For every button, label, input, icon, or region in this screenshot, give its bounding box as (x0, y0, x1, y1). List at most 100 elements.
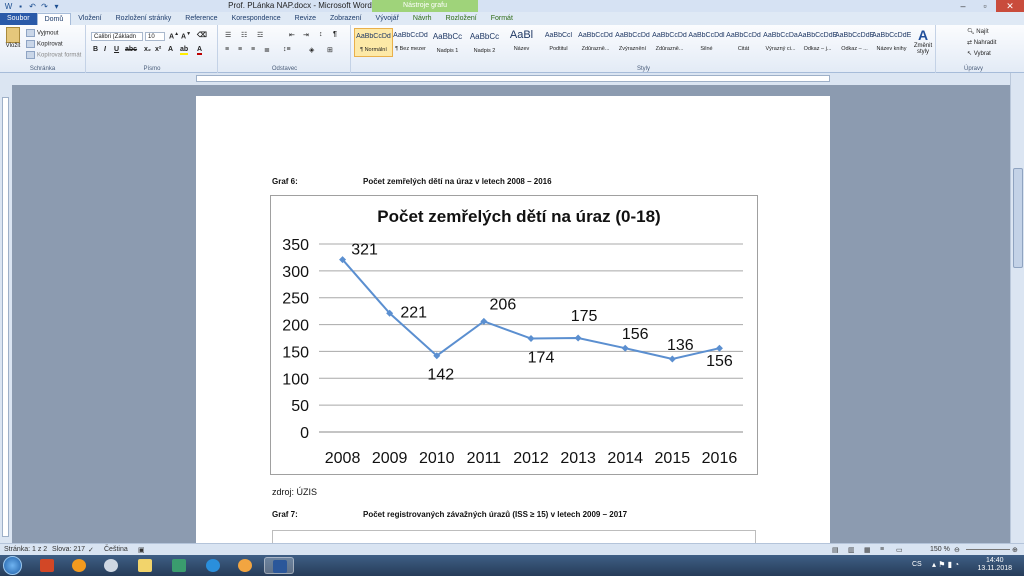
proofing-icon[interactable]: ✓ (88, 547, 94, 554)
shading-icon[interactable]: ◈ (309, 47, 315, 54)
font-size-combo[interactable]: 10 (145, 32, 165, 41)
view-print-layout-icon[interactable]: ▤ (832, 547, 839, 554)
underline-icon[interactable]: U (114, 46, 120, 53)
show-marks-icon[interactable]: ¶ (333, 31, 337, 38)
scrollbar-thumb[interactable] (1013, 168, 1023, 268)
find-button[interactable]: 🔍︎ Najít (967, 28, 989, 35)
font-color-icon[interactable]: A (197, 46, 203, 55)
word-count[interactable]: Slova: 217 (52, 546, 86, 553)
justify-icon[interactable]: ≣ (264, 47, 270, 54)
view-full-screen-icon[interactable]: ▥ (848, 547, 855, 554)
sort-icon[interactable]: ↕ (319, 31, 323, 38)
shrink-font-icon[interactable]: A▼ (181, 31, 192, 41)
numbering-icon[interactable]: ☷ (241, 32, 248, 39)
macro-record-icon[interactable]: ▣ (138, 547, 145, 554)
vertical-ruler[interactable] (0, 85, 12, 543)
replace-button[interactable]: ⇄ Nahradit (967, 39, 996, 46)
system-clock[interactable]: 14:40 13.11.2018 (977, 557, 1012, 573)
increase-indent-icon[interactable]: ⇥ (303, 32, 309, 39)
tab-insert[interactable]: Vložení (78, 15, 102, 22)
tab-chart-design[interactable]: Návrh (412, 15, 432, 22)
zoom-in-icon[interactable]: ⊕ (1012, 547, 1018, 554)
tray-icons[interactable]: ▴ ⚑ ▮ ◔ (932, 560, 960, 569)
save-icon[interactable]: ▪ (19, 1, 22, 11)
style-item[interactable]: AaBbCcDd ¶ Bez mezer (391, 28, 430, 57)
borders-icon[interactable]: ⊞ (327, 47, 333, 54)
undo-icon[interactable]: ↶ (29, 1, 36, 11)
multilevel-list-icon[interactable]: ☲ (257, 32, 264, 39)
line-spacing-icon[interactable]: ↕≡ (283, 46, 291, 53)
zoom-out-icon[interactable]: ⊖ (954, 547, 960, 554)
clear-format-icon[interactable]: ⌫ (197, 32, 207, 39)
tab-references[interactable]: Reference (185, 15, 218, 22)
language-indicator[interactable]: Čeština (104, 546, 128, 553)
style-item[interactable]: AaBbCcDdE Název knihy (872, 28, 911, 57)
taskbar-app[interactable] (96, 557, 126, 574)
tab-mailings[interactable]: Korespondence (231, 15, 281, 22)
horizontal-ruler[interactable] (0, 73, 1024, 85)
taskbar-powerpoint[interactable] (32, 557, 62, 574)
tab-home[interactable]: Domů (36, 13, 72, 25)
style-item[interactable]: AaBbCcDd Zdůrazně... (576, 28, 615, 57)
input-language[interactable]: CS (912, 561, 922, 568)
copy-button[interactable]: Kopírovat (26, 40, 63, 48)
style-item[interactable]: AaBbCcDdE Odkaz – ... (835, 28, 874, 57)
view-web-icon[interactable]: ▦ (864, 547, 871, 554)
text-effects-icon[interactable]: A (168, 46, 174, 53)
align-right-icon[interactable]: ≡ (251, 46, 256, 53)
maximize-icon[interactable]: ▫ (983, 1, 987, 11)
style-item[interactable]: AaBbCcDdl Silné (687, 28, 726, 57)
view-outline-icon[interactable]: ≡ (880, 546, 885, 553)
style-item[interactable]: AaBl Název (502, 28, 541, 57)
style-item[interactable]: AaBbCcDd ¶ Normální (354, 28, 393, 57)
start-button[interactable] (3, 556, 22, 575)
select-button[interactable]: ↖ Vybrat (967, 50, 991, 57)
style-item[interactable]: AaBbCc Nadpis 1 (428, 28, 467, 57)
highlight-icon[interactable]: ab (180, 46, 189, 55)
cut-button[interactable]: Vyjmout (26, 29, 58, 37)
tab-page-layout[interactable]: Rozložení stránky (115, 15, 172, 22)
page-count[interactable]: Stránka: 1 z 2 (4, 546, 48, 553)
align-left-icon[interactable]: ≡ (225, 46, 230, 53)
document-page[interactable]: Graf 6: Počet zemřelých dětí na úraz v l… (196, 96, 830, 560)
tab-chart-layout[interactable]: Rozložení (445, 15, 477, 22)
style-item[interactable]: AaBbCcDd Citát (724, 28, 763, 57)
word-icon[interactable]: W (4, 1, 13, 11)
bold-icon[interactable]: B (93, 46, 99, 53)
italic-icon[interactable]: I (104, 46, 106, 53)
paste-button[interactable]: Vložit (4, 27, 22, 49)
bullets-icon[interactable]: ☰ (225, 32, 232, 39)
font-name-combo[interactable]: Calibri (Základn (91, 32, 143, 41)
style-item[interactable]: AaBbCcl Podtitul (539, 28, 578, 57)
taskbar-window[interactable] (164, 557, 194, 574)
tab-chart-format[interactable]: Formát (490, 15, 513, 22)
superscript-icon[interactable]: x² (155, 46, 162, 53)
view-draft-icon[interactable]: ▭ (896, 547, 903, 554)
redo-icon[interactable]: ↷ (41, 1, 48, 11)
tab-view[interactable]: Zobrazení (330, 15, 362, 22)
taskbar-ie[interactable] (198, 557, 228, 574)
tab-review[interactable]: Revize (294, 15, 317, 22)
style-item[interactable]: AaBbCcDdE Odkaz – j... (798, 28, 837, 57)
align-center-icon[interactable]: ≡ (238, 46, 243, 53)
format-painter-button[interactable]: Kopírovat formát (26, 51, 81, 59)
vertical-scrollbar[interactable] (1010, 73, 1024, 543)
style-item[interactable]: AaBbCcDd Zvýraznění (613, 28, 652, 57)
style-item[interactable]: AaBbCcDa Výrazný ci... (761, 28, 800, 57)
customize-icon[interactable]: ▾ (54, 1, 59, 11)
strikethrough-icon[interactable]: abc (125, 46, 138, 53)
style-item[interactable]: AaBbCcDd Zdůrazně... (650, 28, 689, 57)
change-styles-button[interactable]: A Změnit styly (912, 27, 934, 55)
grow-font-icon[interactable]: A▲ (169, 31, 180, 41)
style-item[interactable]: AaBbCc Nadpis 2 (465, 28, 504, 57)
chart-object[interactable]: Počet zemřelých dětí na úraz (0-18) 350 30… (270, 195, 758, 475)
zoom-slider[interactable] (966, 549, 1010, 550)
decrease-indent-icon[interactable]: ⇤ (289, 32, 295, 39)
taskbar-explorer[interactable] (130, 557, 160, 574)
taskbar-firefox[interactable] (230, 557, 260, 574)
tab-developer[interactable]: Vývojář (375, 15, 399, 22)
subscript-icon[interactable]: x₂ (144, 46, 152, 53)
minimize-icon[interactable]: – (960, 1, 966, 11)
tab-file[interactable]: Soubor (0, 13, 37, 25)
taskbar-word[interactable] (264, 557, 294, 574)
